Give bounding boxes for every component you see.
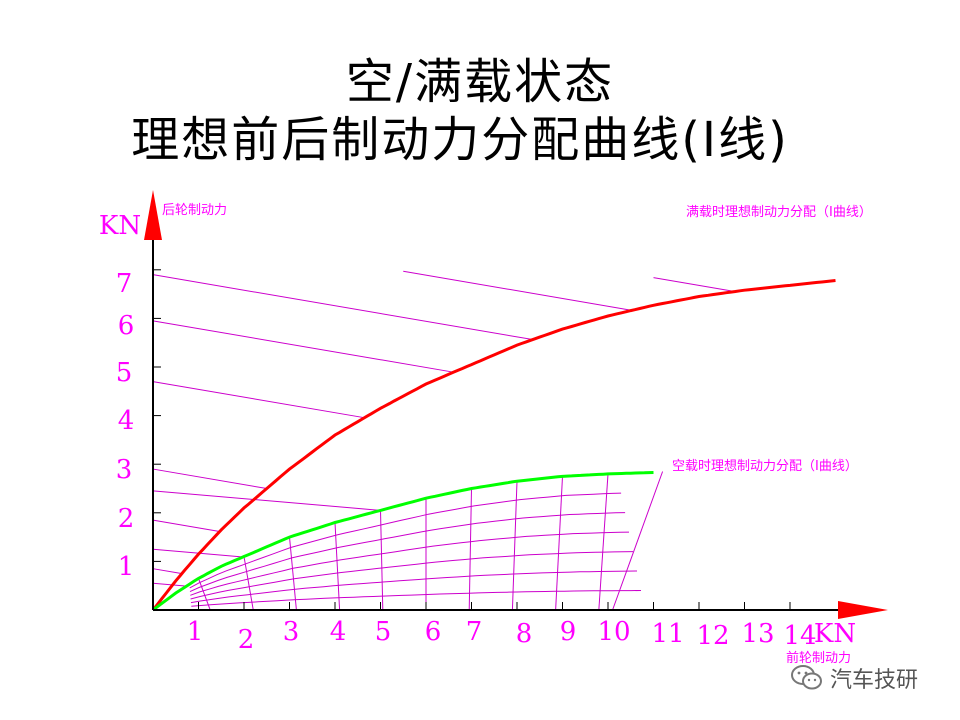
x-axis-unit: KN: [814, 619, 856, 649]
full-load-construction-line: [152, 381, 366, 419]
full-load-construction-line: [653, 277, 736, 293]
empty-load-mesh-column: [334, 522, 341, 610]
y-axis-title: 后轮制动力: [162, 203, 227, 218]
empty-load-mesh-line: [152, 490, 382, 511]
x-axis-title: 前轮制动力: [786, 650, 851, 666]
empty-load-mesh-row: [190, 531, 630, 596]
empty-load-i-curve: [152, 471, 654, 612]
grid-lines: [152, 270, 736, 611]
x-tick-label: 8: [516, 619, 533, 649]
x-tick-label: 13: [741, 619, 774, 649]
x-tick-label: 9: [560, 617, 577, 647]
x-axis-arrowhead: [838, 601, 888, 619]
empty-load-mesh-row: [189, 512, 626, 593]
empty-load-mesh-column: [468, 488, 472, 610]
empty-load-mesh-row: [190, 570, 638, 604]
empty-load-mesh-column: [289, 537, 297, 610]
x-tick-label: 5: [375, 617, 392, 647]
y-tick-label: 2: [118, 504, 135, 534]
y-tick-label: 1: [118, 552, 135, 582]
curves: [151, 279, 836, 612]
empty-load-mesh-column: [380, 510, 384, 610]
x-tick-label: 7: [466, 617, 483, 647]
watermark: 汽车技研: [790, 662, 918, 694]
full-load-curve-label: 满载时理想制动力分配（I曲线）: [686, 204, 872, 220]
empty-load-mesh-row: [189, 492, 622, 589]
x-tick-label: 6: [425, 617, 442, 647]
x-tick-label: 10: [597, 617, 630, 647]
x-tick-label: 14: [783, 621, 816, 651]
full-load-construction-line: [403, 270, 633, 311]
title-line-1: 空/满载状态: [345, 54, 615, 110]
empty-load-curve-label: 空载时理想制动力分配（I曲线）: [672, 458, 858, 474]
x-tick-label: 11: [651, 619, 684, 649]
watermark-text: 汽车技研: [830, 668, 919, 693]
wechat-icon: [791, 665, 822, 690]
y-tick-label: 4: [118, 406, 135, 436]
full-load-construction-line: [152, 568, 183, 575]
empty-load-mesh-column: [555, 476, 563, 610]
x-tick-label: 3: [283, 617, 300, 647]
full-load-i-curve: [151, 279, 836, 611]
empty-load-mesh-column: [598, 473, 609, 610]
x-tick-label: 2: [238, 625, 255, 655]
empty-load-mesh-column: [198, 578, 211, 610]
title-line-2: 理想前后制动力分配曲线(I线): [131, 112, 789, 168]
y-axis-unit: KN: [99, 211, 141, 241]
x-tick-label: 12: [696, 621, 729, 651]
empty-load-mesh-line: [152, 582, 187, 587]
y-axis-arrowhead: [144, 190, 162, 240]
empty-load-mesh-boundary: [612, 471, 664, 611]
empty-load-mesh-column: [511, 481, 518, 610]
y-tick-label: 6: [118, 311, 135, 341]
full-load-construction-line: [152, 274, 534, 341]
full-load-construction-line: [152, 320, 455, 373]
y-tick-label: 3: [116, 455, 133, 485]
full-load-construction-line: [152, 519, 221, 533]
y-tick-label: 5: [116, 358, 133, 388]
full-load-construction-line: [152, 468, 267, 489]
empty-load-mesh-row: [191, 590, 642, 607]
empty-load-mesh-row: [190, 551, 634, 600]
x-tick-label: 4: [330, 617, 347, 647]
axes: [144, 190, 888, 619]
y-tick-label: 7: [116, 269, 133, 299]
x-tick-label: 1: [187, 617, 204, 647]
empty-load-mesh-column: [243, 556, 254, 610]
